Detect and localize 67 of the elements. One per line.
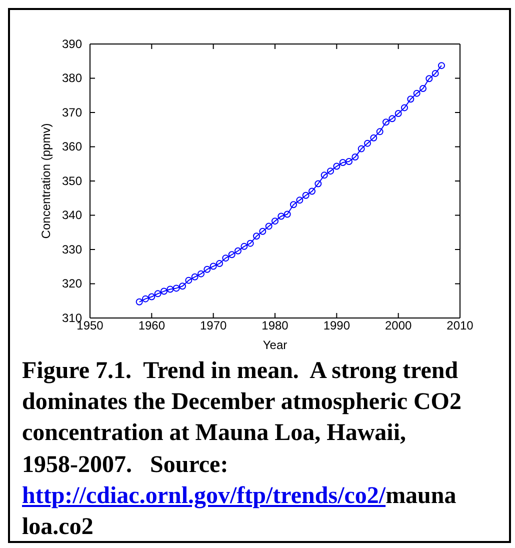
x-tick-label: 1960 (138, 318, 166, 333)
point (339, 159, 346, 166)
y-axis-title: Concentration (ppmv) (39, 123, 53, 239)
point (142, 295, 149, 302)
point (240, 242, 248, 250)
point (259, 228, 266, 235)
point (204, 266, 211, 273)
point (198, 270, 204, 278)
point (210, 262, 217, 270)
point (352, 154, 359, 161)
point (407, 96, 414, 103)
point (308, 188, 316, 195)
point (284, 210, 291, 218)
point (388, 115, 396, 122)
y-tick-label: 380 (62, 71, 82, 86)
point (234, 247, 242, 254)
point (253, 232, 260, 240)
point (154, 290, 162, 298)
x-tick-label: 2000 (384, 318, 412, 333)
point (394, 110, 402, 118)
point (370, 134, 378, 142)
point (320, 172, 328, 179)
point (191, 273, 198, 280)
point (160, 288, 168, 295)
point (364, 140, 371, 147)
x-axis-title: Year (262, 338, 288, 352)
y-tick-label: 340 (62, 208, 82, 222)
point (265, 222, 272, 230)
point (333, 162, 340, 170)
point (172, 284, 180, 292)
y-tick-label: 390 (62, 36, 82, 51)
point (290, 201, 297, 208)
point (216, 260, 223, 268)
point (376, 128, 384, 136)
point (228, 251, 236, 258)
point (148, 293, 156, 300)
point (420, 85, 426, 92)
point (278, 212, 285, 220)
point (432, 70, 439, 77)
point (185, 276, 192, 284)
y-tick-label: 370 (62, 105, 82, 120)
y-tick-label: 360 (62, 140, 82, 154)
point (358, 145, 365, 152)
point (413, 90, 420, 97)
point (179, 282, 186, 290)
point (272, 218, 278, 225)
point (382, 118, 390, 126)
x-tick-label: 1980 (262, 318, 289, 333)
point (401, 104, 408, 112)
y-tick-label: 350 (62, 174, 82, 188)
point (314, 180, 322, 188)
text: Figure 7.1. Trend in mean. A strong trend dominates the December atmospheric CO2 concentration at Mauna Loa, Hawaii, 1958-2007. Source: http://cdiac.ornl.gov/ftp/trends/co2/maunaloa.co2 (22, 358, 462, 540)
point (327, 168, 334, 175)
point (302, 192, 310, 199)
point (438, 62, 445, 70)
point (296, 196, 304, 204)
point (426, 75, 433, 82)
point (136, 298, 143, 306)
x-tick-label: 1990 (323, 318, 350, 333)
y-tick-label: 320 (62, 276, 82, 291)
point (222, 254, 230, 262)
point (246, 240, 254, 247)
point (346, 158, 352, 165)
x-tick-label: 2010 (446, 318, 474, 333)
y-tick-label: 330 (62, 242, 82, 256)
x-tick-label: 1970 (200, 318, 228, 333)
point (166, 286, 174, 293)
